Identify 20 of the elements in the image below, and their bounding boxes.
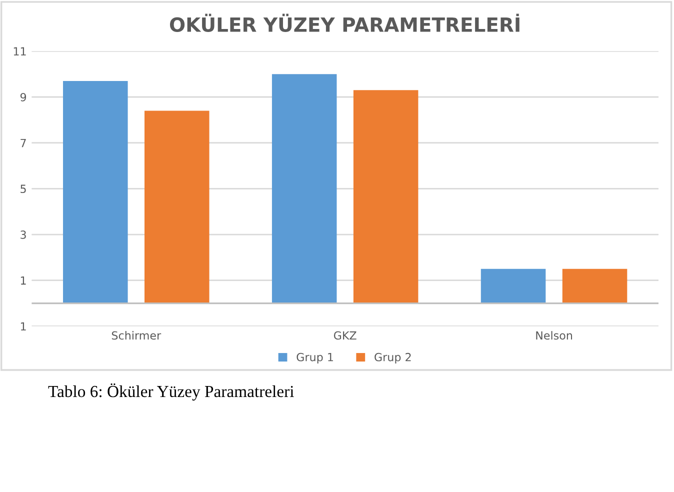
bar <box>272 74 337 304</box>
legend-label: Grup 2 <box>374 352 411 364</box>
y-tick-label: 7 <box>20 138 26 148</box>
y-tick-label: 9 <box>20 92 26 102</box>
bar <box>144 110 210 304</box>
y-tick-label: 11 <box>14 47 26 56</box>
y-tick-label: 1 <box>20 322 26 330</box>
bar <box>353 90 418 304</box>
x-tick-label: Nelson <box>536 331 572 340</box>
y-tick-label: 1 <box>20 276 26 285</box>
y-tick-label: 3 <box>20 230 26 239</box>
x-tick-label: Schirmer <box>112 331 162 340</box>
chart-title: OKÜLER YÜZEY PARAMETRELERİ <box>170 14 520 32</box>
legend-label: Grup 1 <box>296 352 333 364</box>
text: Tablo 6: Öküler Yüzey Paramatreleri <box>48 383 294 401</box>
bar <box>480 268 546 304</box>
bar <box>63 80 128 304</box>
bar <box>562 268 628 304</box>
y-tick-label: 5 <box>20 184 26 194</box>
x-tick-label: GKZ <box>334 331 356 340</box>
